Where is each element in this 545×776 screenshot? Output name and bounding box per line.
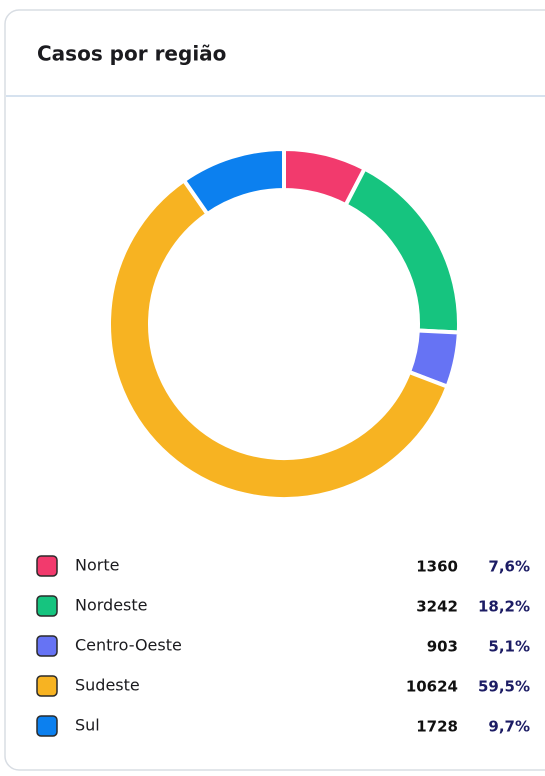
legend-percentage: 18,2%: [478, 598, 530, 616]
legend-swatch: [36, 715, 58, 737]
donut-segment: [107, 178, 450, 501]
legend-label: Sul: [75, 716, 100, 735]
legend-value: 3242: [416, 598, 458, 616]
donut-segment: [182, 147, 286, 217]
legend-percentage: 59,5%: [478, 678, 530, 696]
legend-swatch: [36, 595, 58, 617]
legend-value: 1728: [416, 718, 458, 736]
legend-label: Nordeste: [75, 596, 148, 615]
legend-value: 10624: [406, 678, 458, 696]
legend-swatch: [36, 675, 58, 697]
chart-title: Casos por região: [37, 42, 226, 66]
legend-percentage: 9,7%: [488, 718, 530, 736]
legend-value: 1360: [416, 558, 458, 576]
legend-label: Sudeste: [75, 676, 140, 695]
legend-swatch: [36, 555, 58, 577]
legend-swatch: [36, 635, 58, 657]
legend-percentage: 7,6%: [488, 558, 530, 576]
card: [4, 9, 545, 771]
legend-value: 903: [427, 638, 458, 656]
legend-label: Centro-Oeste: [75, 636, 182, 655]
legend-percentage: 5,1%: [488, 638, 530, 656]
legend-label: Norte: [75, 556, 119, 575]
